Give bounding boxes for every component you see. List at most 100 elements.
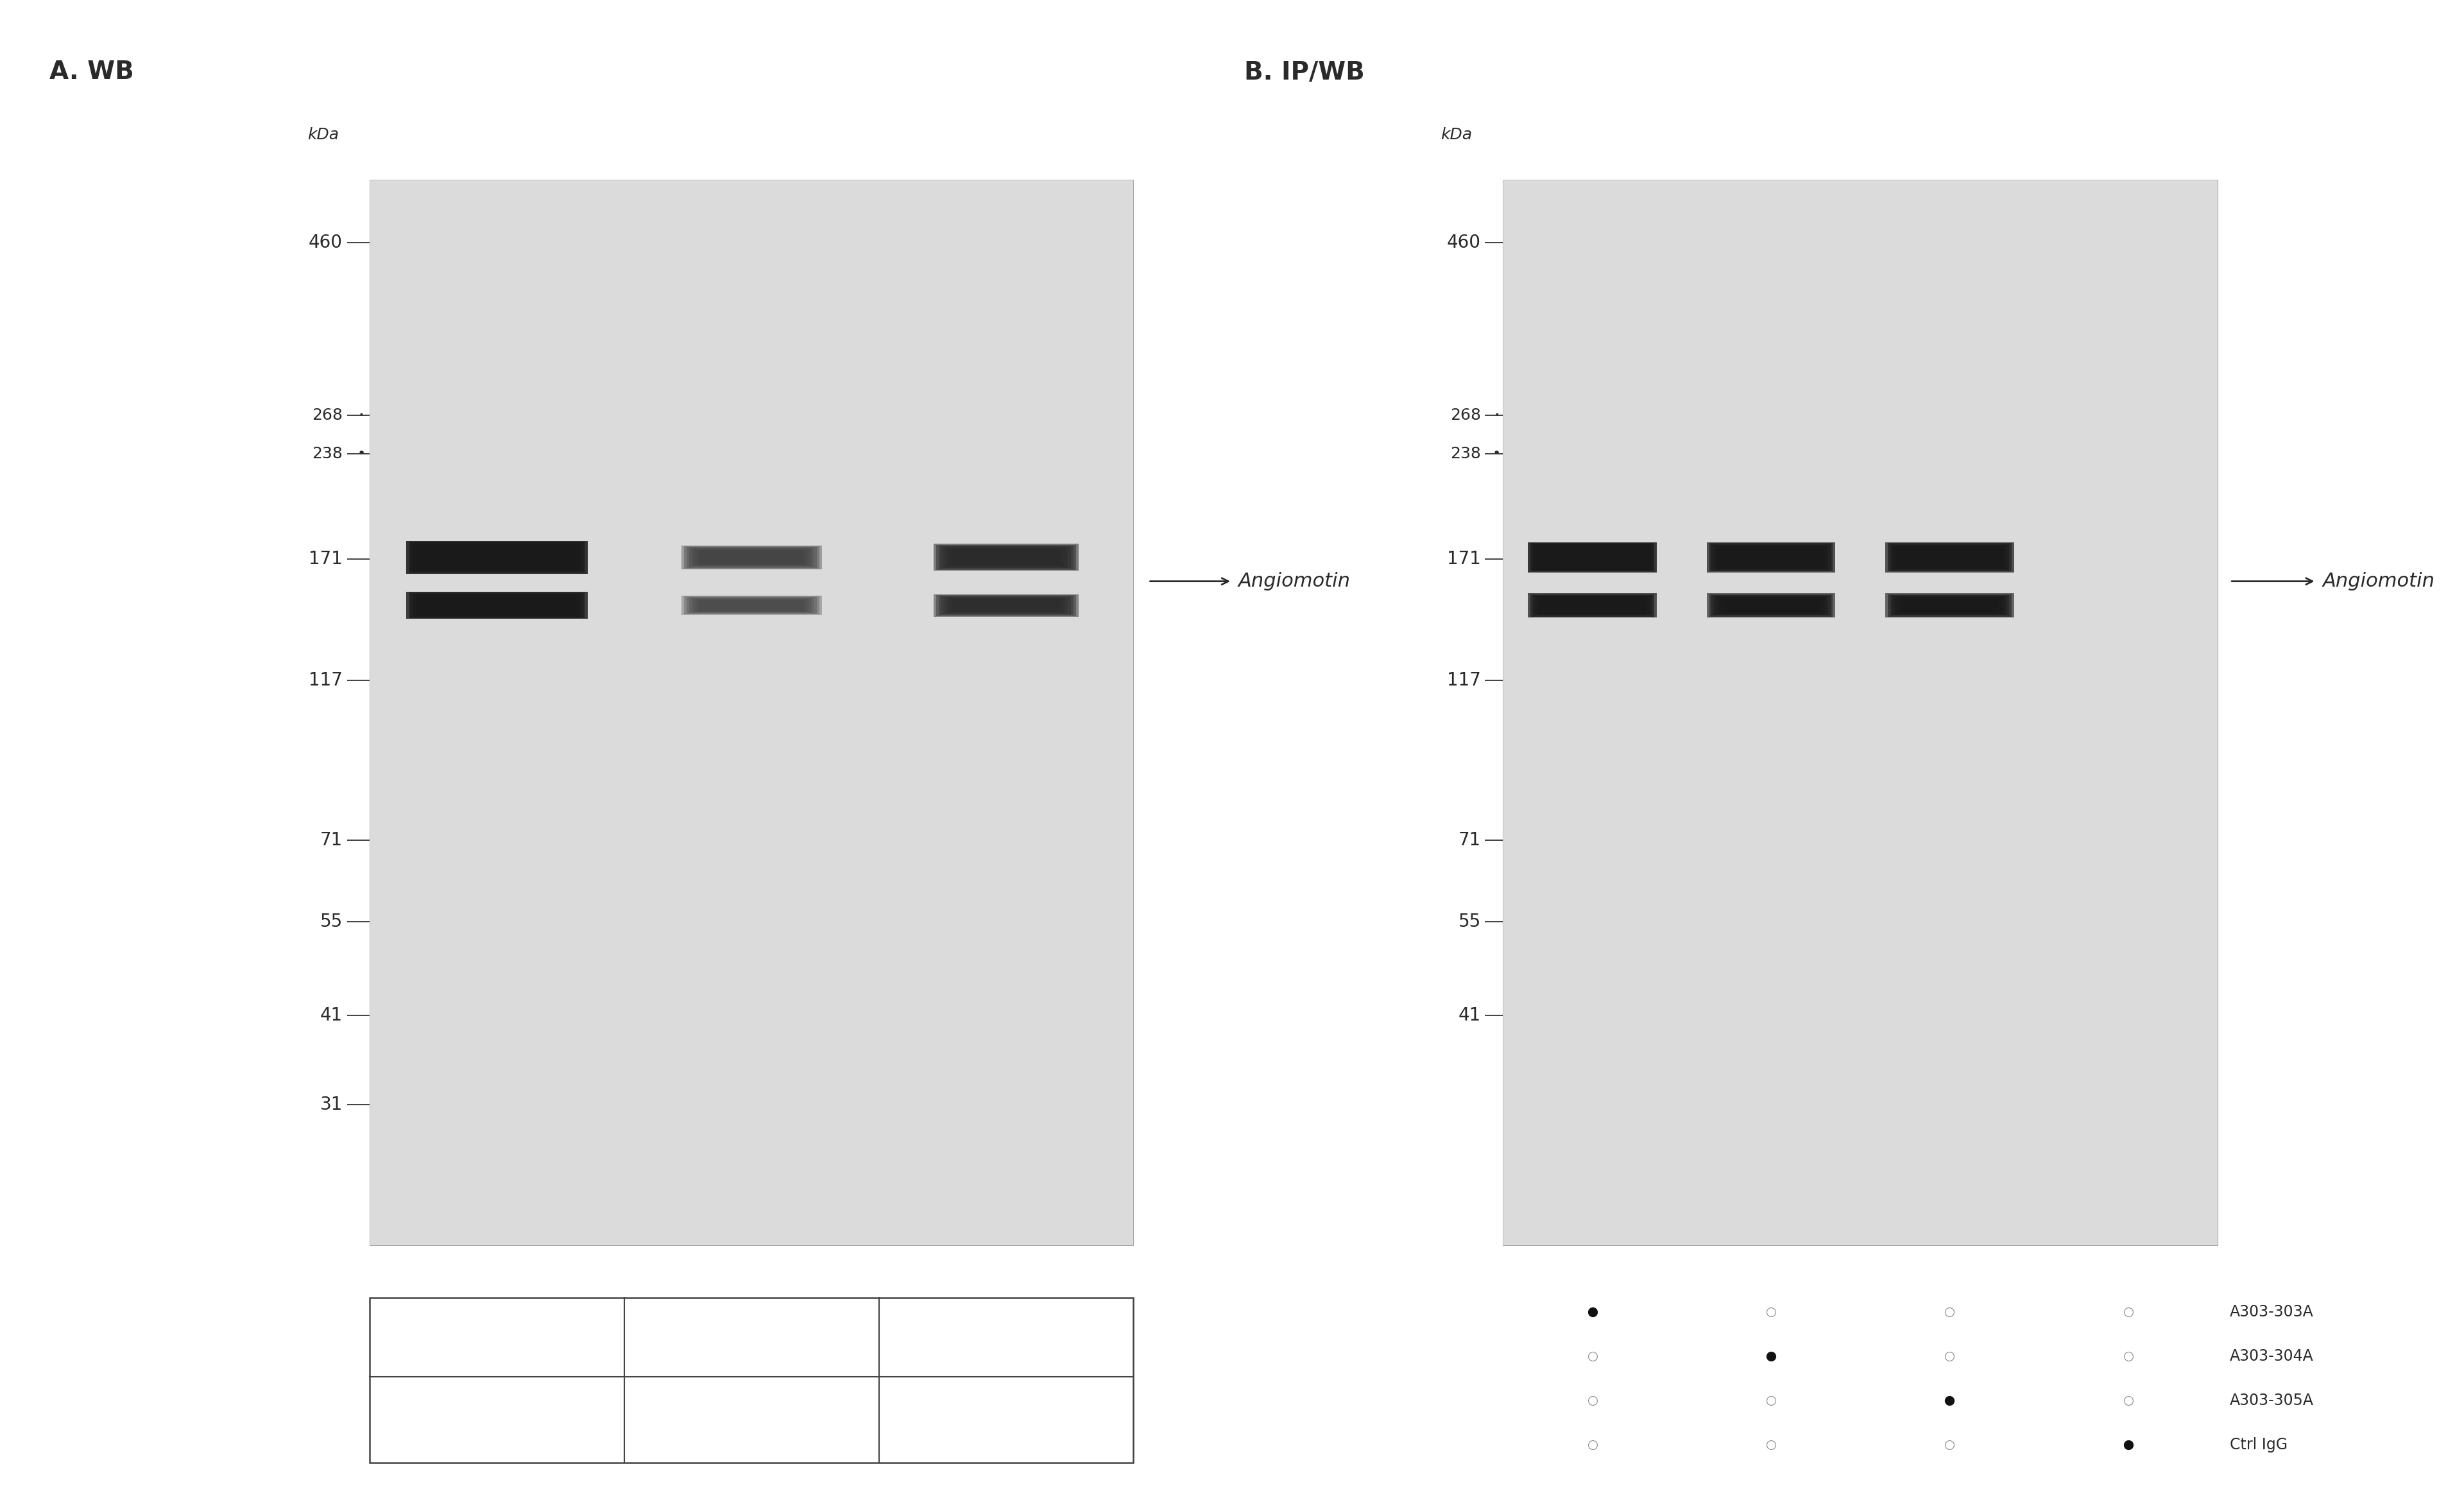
Bar: [1895, 597, 2003, 615]
Text: 171: 171: [1446, 550, 1481, 568]
Bar: [1900, 599, 1998, 614]
Text: A. WB: A. WB: [49, 60, 133, 84]
Bar: [1902, 549, 1996, 566]
Bar: [1887, 543, 2011, 572]
Bar: [690, 548, 813, 567]
Bar: [424, 546, 572, 569]
Bar: [941, 546, 1072, 569]
Bar: [1535, 544, 1648, 570]
Bar: [1885, 594, 2013, 618]
Bar: [697, 599, 806, 612]
Bar: [1708, 543, 1836, 573]
Text: 460: 460: [1446, 234, 1481, 252]
Text: 55: 55: [320, 912, 342, 930]
Bar: [411, 543, 582, 572]
Text: 117: 117: [1446, 672, 1481, 690]
Bar: [426, 548, 567, 567]
Bar: [370, 180, 1133, 1245]
Bar: [1540, 597, 1643, 614]
Bar: [407, 592, 589, 620]
Bar: [690, 597, 813, 614]
Bar: [934, 544, 1079, 572]
Bar: [1530, 543, 1653, 572]
Bar: [1528, 543, 1656, 573]
Bar: [1722, 548, 1821, 567]
Bar: [1717, 546, 1826, 569]
Bar: [1890, 544, 2008, 570]
Bar: [1535, 596, 1648, 615]
Text: 41: 41: [1459, 1007, 1481, 1025]
Bar: [407, 542, 589, 574]
Bar: [1533, 596, 1651, 616]
Bar: [685, 596, 818, 615]
Bar: [1712, 544, 1831, 570]
Text: 460: 460: [308, 234, 342, 252]
Bar: [1902, 599, 1996, 612]
Text: Ctrl IgG: Ctrl IgG: [2230, 1437, 2287, 1452]
Bar: [692, 549, 811, 567]
Bar: [1715, 596, 1828, 615]
Bar: [687, 548, 816, 569]
Bar: [687, 597, 816, 614]
Bar: [1895, 546, 2003, 569]
Bar: [1542, 548, 1641, 567]
Bar: [949, 599, 1062, 612]
Bar: [1717, 597, 1826, 615]
Bar: [419, 596, 574, 615]
Text: kDa: kDa: [308, 128, 338, 142]
Bar: [1708, 594, 1836, 618]
Text: 15: 15: [742, 1329, 761, 1346]
Bar: [1710, 594, 1833, 616]
Text: Angiomotin: Angiomotin: [2321, 572, 2434, 591]
Bar: [419, 544, 574, 570]
Bar: [1720, 548, 1823, 567]
Text: .: .: [357, 399, 365, 420]
Bar: [700, 550, 803, 564]
Bar: [1890, 596, 2008, 616]
Bar: [954, 599, 1060, 612]
Text: 293T: 293T: [604, 1412, 646, 1428]
Text: 268: 268: [1449, 408, 1481, 423]
Bar: [1897, 548, 2001, 567]
Bar: [1900, 548, 1998, 567]
Bar: [1540, 548, 1643, 567]
Bar: [1503, 180, 2218, 1245]
Text: kDa: kDa: [1441, 128, 1473, 142]
Bar: [1538, 546, 1646, 569]
Bar: [934, 594, 1079, 616]
Bar: [1538, 597, 1646, 615]
Bar: [1545, 549, 1639, 566]
Text: 71: 71: [1459, 831, 1481, 849]
Bar: [1530, 594, 1653, 616]
Text: 71: 71: [320, 831, 342, 849]
Bar: [680, 596, 823, 615]
Bar: [429, 548, 564, 567]
Bar: [939, 596, 1074, 615]
Bar: [424, 596, 572, 615]
Bar: [1542, 599, 1641, 614]
Bar: [370, 180, 1133, 1245]
Text: Angiomotin: Angiomotin: [1239, 572, 1350, 591]
Bar: [941, 596, 1072, 615]
Bar: [1715, 544, 1828, 570]
Bar: [946, 597, 1064, 614]
Bar: [700, 600, 803, 610]
Bar: [1712, 596, 1831, 616]
Bar: [939, 546, 1074, 569]
Bar: [1885, 543, 2013, 573]
Bar: [685, 546, 818, 569]
Bar: [695, 599, 808, 612]
Text: 238: 238: [1451, 446, 1481, 460]
Bar: [954, 549, 1060, 566]
Bar: [1720, 597, 1823, 614]
Bar: [944, 548, 1067, 567]
Text: 238: 238: [313, 446, 342, 460]
Bar: [936, 544, 1077, 570]
Bar: [370, 1298, 1133, 1462]
Bar: [949, 549, 1062, 566]
Text: 50: 50: [995, 1329, 1018, 1346]
Bar: [1897, 597, 2001, 614]
Text: 171: 171: [308, 550, 342, 568]
Text: H: H: [1000, 1412, 1013, 1428]
Bar: [416, 544, 577, 570]
